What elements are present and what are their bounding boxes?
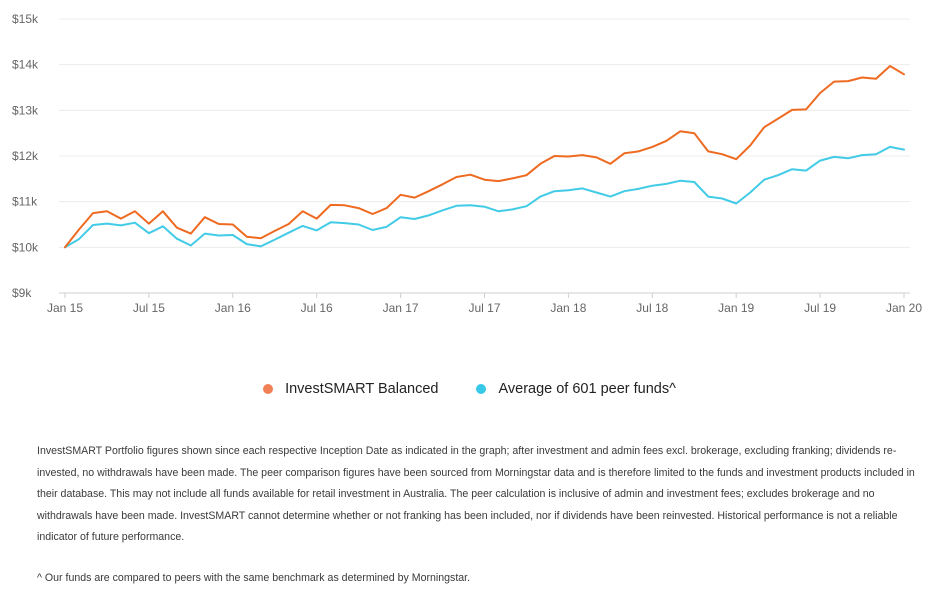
- y-tick-label: $15k: [12, 12, 39, 26]
- x-tick-label: Jul 19: [804, 301, 836, 315]
- legend-item-investsmart-balanced[interactable]: InvestSMART Balanced: [263, 381, 438, 397]
- legend-label-peer: Average of 601 peer funds^: [498, 381, 676, 397]
- series-line-investsmart-balanced[interactable]: [64, 65, 905, 249]
- legend-label-investsmart: InvestSMART Balanced: [285, 381, 439, 397]
- y-tick-label: $9k: [12, 286, 32, 300]
- series-line-peer-average[interactable]: [64, 145, 905, 249]
- legend-item-peer-average[interactable]: Average of 601 peer funds^: [476, 381, 676, 397]
- x-tick-label: Jul 16: [301, 301, 333, 315]
- footnote-text: ^ Our funds are compared to peers with t…: [37, 572, 471, 584]
- x-tick-label: Jan 19: [718, 301, 754, 315]
- x-tick-label: Jan 17: [383, 301, 419, 315]
- legend-marker-peer: [476, 384, 487, 394]
- chart-legend: InvestSMART Balanced Average of 601 peer…: [0, 381, 939, 397]
- y-tick-label: $13k: [12, 103, 39, 117]
- x-tick-label: Jan 15: [47, 301, 83, 315]
- series-lines: [64, 65, 905, 249]
- y-tick-label: $14k: [12, 58, 39, 72]
- x-tick-label: Jul 17: [468, 301, 500, 315]
- x-tick-label: Jan 20: [886, 301, 922, 315]
- axes: $9k $10k $11k $12k $13k $14k $15k Jan 15 Jul 15 J…: [12, 12, 922, 315]
- performance-line-chart: $9k $10k $11k $12k $13k $14k $15k Jan 15 Jul 15 J…: [12, 12, 922, 315]
- x-tick-label: Jan 16: [215, 301, 251, 315]
- x-tick-label: Jul 18: [636, 301, 668, 315]
- y-tick-label: $10k: [12, 240, 39, 254]
- x-tick-label: Jan 18: [550, 301, 586, 315]
- legend-marker-investsmart: [263, 384, 274, 394]
- y-tick-label: $12k: [12, 149, 39, 163]
- y-tick-label: $11k: [12, 195, 38, 209]
- disclaimer-text: InvestSMART Portfolio figures shown sinc…: [37, 445, 915, 543]
- x-tick-label: Jul 15: [133, 301, 165, 315]
- grid-lines: [59, 18, 910, 294]
